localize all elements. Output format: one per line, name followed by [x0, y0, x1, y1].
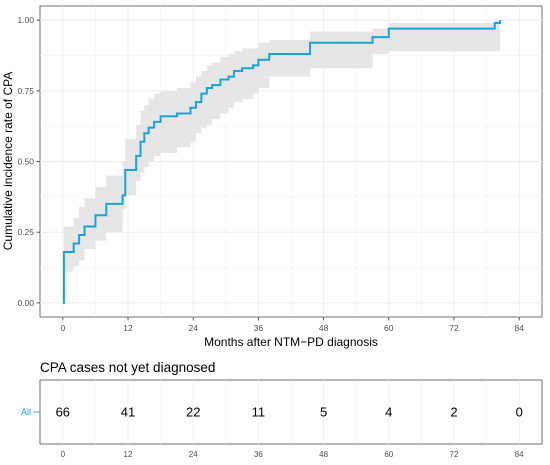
- axis-ticks: 0 12 24 36 48 60 72 84 0.00 0.25 0.50 0.75 1.00: [17, 15, 524, 333]
- series-line: [62, 20, 502, 304]
- cumulative-incidence-plot: 0 12 24 36 48 60 72 84 0.00 0.25 0.50 0.75 1.00 Cumu…: [1, 5, 543, 349]
- risk-row-label: All: [21, 407, 31, 417]
- risk-x-tick-label: 60: [384, 450, 393, 459]
- risk-x-tick-label: 36: [254, 450, 263, 459]
- risk-value: 66: [56, 405, 70, 420]
- risk-x-tick-label: 48: [319, 450, 328, 459]
- x-tick-label: 72: [449, 323, 459, 333]
- risk-x-tick-label: 12: [124, 450, 133, 459]
- y-tick-label: 1.00: [17, 15, 34, 25]
- risk-x-ticks: 0 12 24 36 48 60 72 84: [61, 450, 525, 459]
- x-tick-label: 36: [254, 323, 264, 333]
- y-tick-label: 0.50: [17, 157, 34, 167]
- risk-value: 41: [121, 405, 135, 420]
- x-tick-label: 12: [123, 323, 133, 333]
- risk-values: 66 41 22 11 5 4 2 0: [56, 405, 523, 420]
- confidence-band: [62, 20, 501, 303]
- y-tick-label: 0.75: [17, 86, 34, 96]
- x-tick-label: 48: [319, 323, 329, 333]
- risk-value: 11: [252, 405, 266, 420]
- risk-value: 4: [385, 405, 392, 420]
- risk-x-tick-label: 84: [515, 450, 524, 459]
- risk-table-grid: [62, 380, 520, 444]
- y-tick-label: 0.25: [17, 227, 34, 237]
- risk-x-tick-label: 72: [450, 450, 459, 459]
- risk-table-title: CPA cases not yet diagnosed: [40, 360, 215, 375]
- x-tick-label: 24: [188, 323, 198, 333]
- y-tick-label: 0.00: [17, 298, 34, 308]
- number-at-risk-table: CPA cases not yet diagnosed All 66 41 22 11…: [21, 360, 543, 459]
- x-tick-label: 60: [384, 323, 394, 333]
- risk-value: 22: [186, 405, 200, 420]
- x-axis-label: Months after NTM−PD diagnosis: [204, 335, 378, 349]
- y-axis-label: Cumulative incidence rate of CPA: [1, 72, 15, 251]
- risk-x-tick-label: 0: [61, 450, 66, 459]
- risk-x-tick-label: 24: [189, 450, 198, 459]
- x-tick-label: 0: [60, 323, 65, 333]
- risk-value: 5: [320, 405, 327, 420]
- risk-value: 2: [450, 405, 457, 420]
- risk-value: 0: [516, 405, 523, 420]
- x-tick-label: 84: [514, 323, 524, 333]
